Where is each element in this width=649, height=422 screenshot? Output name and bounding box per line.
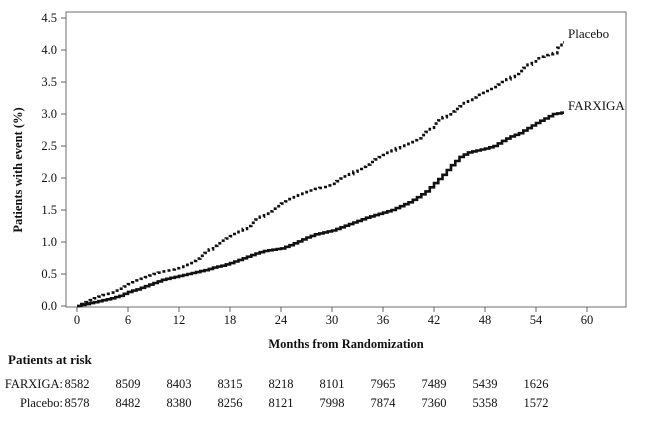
risk-value: 5439: [473, 377, 498, 391]
y-tick-label: 4.0: [41, 43, 57, 57]
patients-at-risk-title: Patients at risk: [8, 352, 93, 367]
risk-value: 8403: [167, 377, 192, 391]
risk-value: 7874: [371, 396, 397, 410]
risk-row-label: FARXIGA:: [5, 377, 63, 391]
y-tick-label: 1.5: [41, 203, 57, 217]
risk-value: 7360: [422, 396, 447, 410]
risk-value: 8509: [116, 377, 141, 391]
plot-frame: [65, 11, 627, 308]
risk-value: 5358: [473, 396, 498, 410]
x-axis-label: Months from Randomization: [268, 337, 423, 351]
risk-row-label: Placebo:: [20, 396, 63, 410]
x-tick-label: 24: [275, 313, 288, 327]
risk-value: 1572: [524, 396, 549, 410]
x-tick-label: 18: [224, 313, 237, 327]
risk-value: 8582: [65, 377, 90, 391]
risk-value: 7489: [422, 377, 447, 391]
risk-value: 8218: [269, 377, 294, 391]
y-axis-label: Patients with event (%): [11, 107, 25, 232]
y-tick-label: 4.5: [41, 11, 57, 25]
risk-value: 8578: [65, 396, 90, 410]
y-tick-label: 2.0: [41, 171, 57, 185]
risk-value: 1626: [524, 377, 549, 391]
risk-value: 8380: [167, 396, 192, 410]
y-tick-label: 3.0: [41, 107, 57, 121]
risk-value: 7998: [320, 396, 345, 410]
risk-value: 8315: [218, 377, 243, 391]
farxiga-curve: [77, 111, 564, 308]
risk-table: FARXIGA: 8582 8509 8403 8315 8218 8101 7965 7489…: [5, 377, 549, 410]
y-tick-label: 0.0: [41, 299, 57, 313]
x-tick-label: 60: [581, 313, 594, 327]
curves: [77, 41, 564, 308]
risk-value: 7965: [371, 377, 396, 391]
y-tick-label: 0.5: [41, 267, 57, 281]
placebo-curve: [77, 41, 564, 308]
y-tick-label: 1.0: [41, 235, 57, 249]
y-axis-ticks: 0.0 0.5 1.0 1.5 2.0 2.5 3.0 3.5 4.0 4.5: [41, 11, 66, 313]
y-tick-label: 3.5: [41, 75, 57, 89]
x-axis-ticks: 0 6 12 18 24 30 36 42 48 54 60: [74, 307, 593, 327]
risk-value: 8256: [218, 396, 243, 410]
x-tick-label: 6: [125, 313, 131, 327]
y-tick-label: 2.5: [41, 139, 57, 153]
x-tick-label: 36: [377, 313, 390, 327]
x-tick-label: 54: [530, 313, 543, 327]
farxiga-curve-label: FARXIGA: [568, 98, 625, 113]
risk-value: 8482: [116, 396, 141, 410]
x-tick-label: 12: [173, 313, 186, 327]
x-tick-label: 30: [326, 313, 339, 327]
x-tick-label: 42: [428, 313, 441, 327]
placebo-curve-label: Placebo: [568, 26, 609, 41]
x-tick-label: 0: [74, 313, 80, 327]
risk-value: 8121: [269, 396, 294, 410]
x-tick-label: 48: [479, 313, 492, 327]
risk-value: 8101: [320, 377, 345, 391]
